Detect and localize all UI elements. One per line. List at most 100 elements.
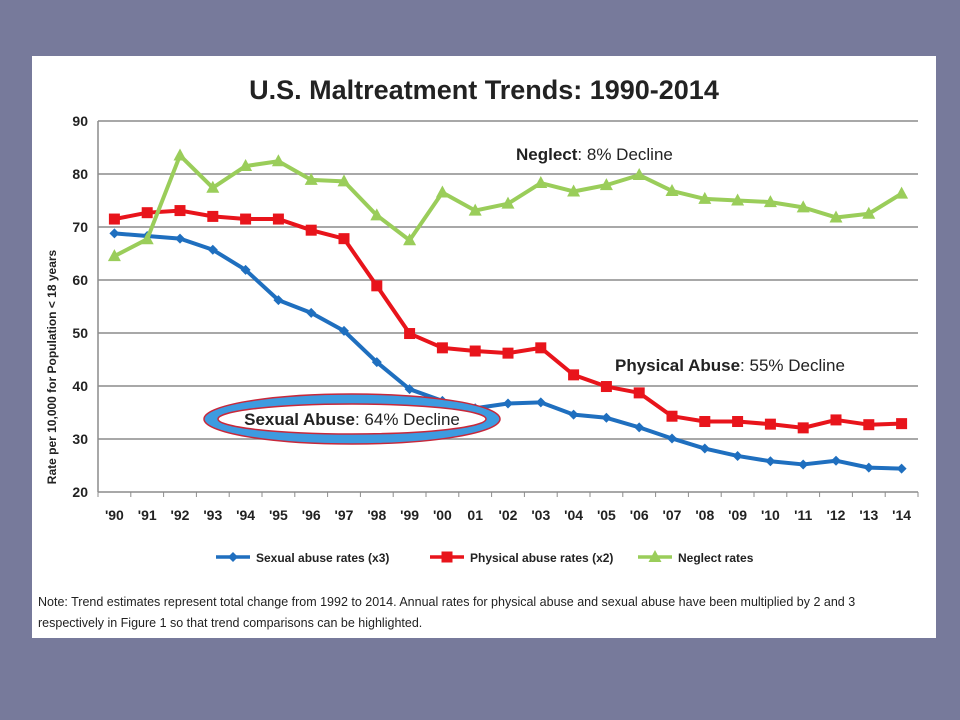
x-tick-label: '92 — [171, 507, 190, 523]
data-point — [895, 186, 909, 199]
x-tick-label: '98 — [367, 507, 386, 523]
data-point — [798, 459, 809, 470]
data-point — [239, 159, 253, 172]
legend-item: Physical abuse rates (x2) — [430, 551, 613, 565]
data-point — [831, 455, 841, 466]
data-point — [207, 210, 219, 222]
sexual-annotation-rest: : 64% Decline — [355, 410, 460, 429]
data-point — [567, 184, 581, 197]
data-point — [271, 154, 285, 167]
y-tick-label: 40 — [72, 378, 88, 394]
data-point — [665, 183, 679, 196]
data-point — [535, 397, 546, 408]
data-point — [436, 342, 448, 354]
data-point — [435, 185, 449, 198]
x-tick-label: '96 — [302, 507, 321, 523]
data-point — [632, 168, 646, 181]
data-point — [830, 414, 842, 426]
slide-panel: U.S. Maltreatment Trends: 1990-2014 20 30… — [32, 56, 936, 638]
y-tick-label: 30 — [72, 431, 88, 447]
data-point — [107, 249, 121, 262]
sexual-abuse-callout: Sexual Abuse: 64% Decline — [203, 393, 501, 445]
physical-annotation-bold: Physical Abuse — [615, 356, 740, 375]
y-axis-label: Rate per 10,000 for Population < 18 year… — [45, 249, 59, 484]
y-tick-label: 70 — [72, 219, 88, 235]
data-point — [763, 195, 777, 208]
data-point — [339, 325, 349, 336]
data-point — [797, 422, 809, 434]
legend-label: Physical abuse rates (x2) — [470, 551, 613, 565]
gridlines — [97, 120, 918, 493]
legend-swatch-marker — [441, 551, 453, 563]
data-point — [764, 418, 776, 430]
data-point — [568, 409, 579, 420]
data-point — [371, 357, 382, 368]
y-tick-label: 60 — [72, 272, 88, 288]
data-point — [501, 196, 515, 209]
series-1 — [108, 205, 908, 434]
legend-swatch-marker — [228, 552, 238, 562]
x-tick-label: '07 — [663, 507, 682, 523]
data-point — [796, 200, 810, 213]
sexual-annotation-bold: Sexual Abuse — [244, 410, 355, 429]
data-point — [370, 208, 384, 221]
y-tick-label: 90 — [72, 113, 88, 129]
data-point — [141, 207, 153, 219]
legend-item: Sexual abuse rates (x3) — [216, 551, 389, 565]
data-point — [272, 213, 284, 225]
data-point — [240, 264, 251, 275]
data-point — [304, 172, 318, 185]
data-point — [633, 387, 645, 399]
data-point — [404, 328, 416, 340]
line-chart: U.S. Maltreatment Trends: 1990-2014 20 30… — [45, 75, 919, 565]
data-point — [698, 191, 712, 204]
series-line — [114, 208, 902, 430]
data-point — [535, 342, 547, 354]
sexual-abuse-annotation: Sexual Abuse: 64% Decline — [244, 410, 460, 429]
data-point — [699, 443, 710, 454]
x-tick-label: '95 — [269, 507, 288, 523]
x-tick-label: '10 — [761, 507, 780, 523]
x-tick-label: '08 — [695, 507, 714, 523]
chart-note: Note: Trend estimates represent total ch… — [38, 595, 856, 630]
data-point — [896, 463, 907, 474]
legend-label: Sexual abuse rates (x3) — [256, 551, 389, 565]
data-point — [240, 213, 252, 225]
data-point — [829, 210, 843, 223]
data-point — [206, 180, 220, 193]
data-point — [667, 433, 677, 444]
y-tick-label: 20 — [72, 484, 88, 500]
data-point — [404, 384, 415, 395]
data-point — [305, 224, 317, 236]
series-2 — [107, 148, 909, 262]
series-lines — [107, 148, 909, 474]
data-point — [306, 307, 317, 318]
data-point — [468, 203, 482, 216]
x-tick-label: '14 — [892, 507, 911, 523]
x-tick-label: '04 — [564, 507, 583, 523]
data-point — [601, 412, 612, 423]
chart-legend: Sexual abuse rates (x3) Physical abuse ra… — [216, 550, 754, 565]
physical-abuse-annotation: Physical Abuse: 55% Decline — [615, 356, 845, 375]
x-tick-label: '91 — [138, 507, 157, 523]
data-point — [634, 422, 645, 433]
data-point — [371, 280, 383, 292]
data-point — [765, 456, 776, 467]
x-tick-label: '93 — [203, 507, 222, 523]
x-tick-label: 01 — [467, 507, 483, 523]
data-point — [469, 345, 481, 357]
x-tick-label: '11 — [794, 507, 812, 523]
data-point — [108, 213, 120, 225]
x-axis-ticks: '90 '91 '92 '93 '94 '95 '96 '97 '98 '99 '00 01 '02 '0… — [97, 492, 919, 523]
y-axis-ticks: 20 30 40 50 60 70 80 90 — [72, 113, 88, 500]
x-tick-label: '06 — [630, 507, 649, 523]
data-point — [502, 347, 514, 359]
data-point — [109, 228, 120, 239]
x-tick-label: '05 — [597, 507, 616, 523]
y-tick-label: 50 — [72, 325, 88, 341]
data-point — [403, 233, 417, 246]
x-tick-label: '02 — [499, 507, 518, 523]
x-tick-label: '90 — [105, 507, 124, 523]
data-point — [534, 176, 548, 189]
x-tick-label: '09 — [728, 507, 747, 523]
